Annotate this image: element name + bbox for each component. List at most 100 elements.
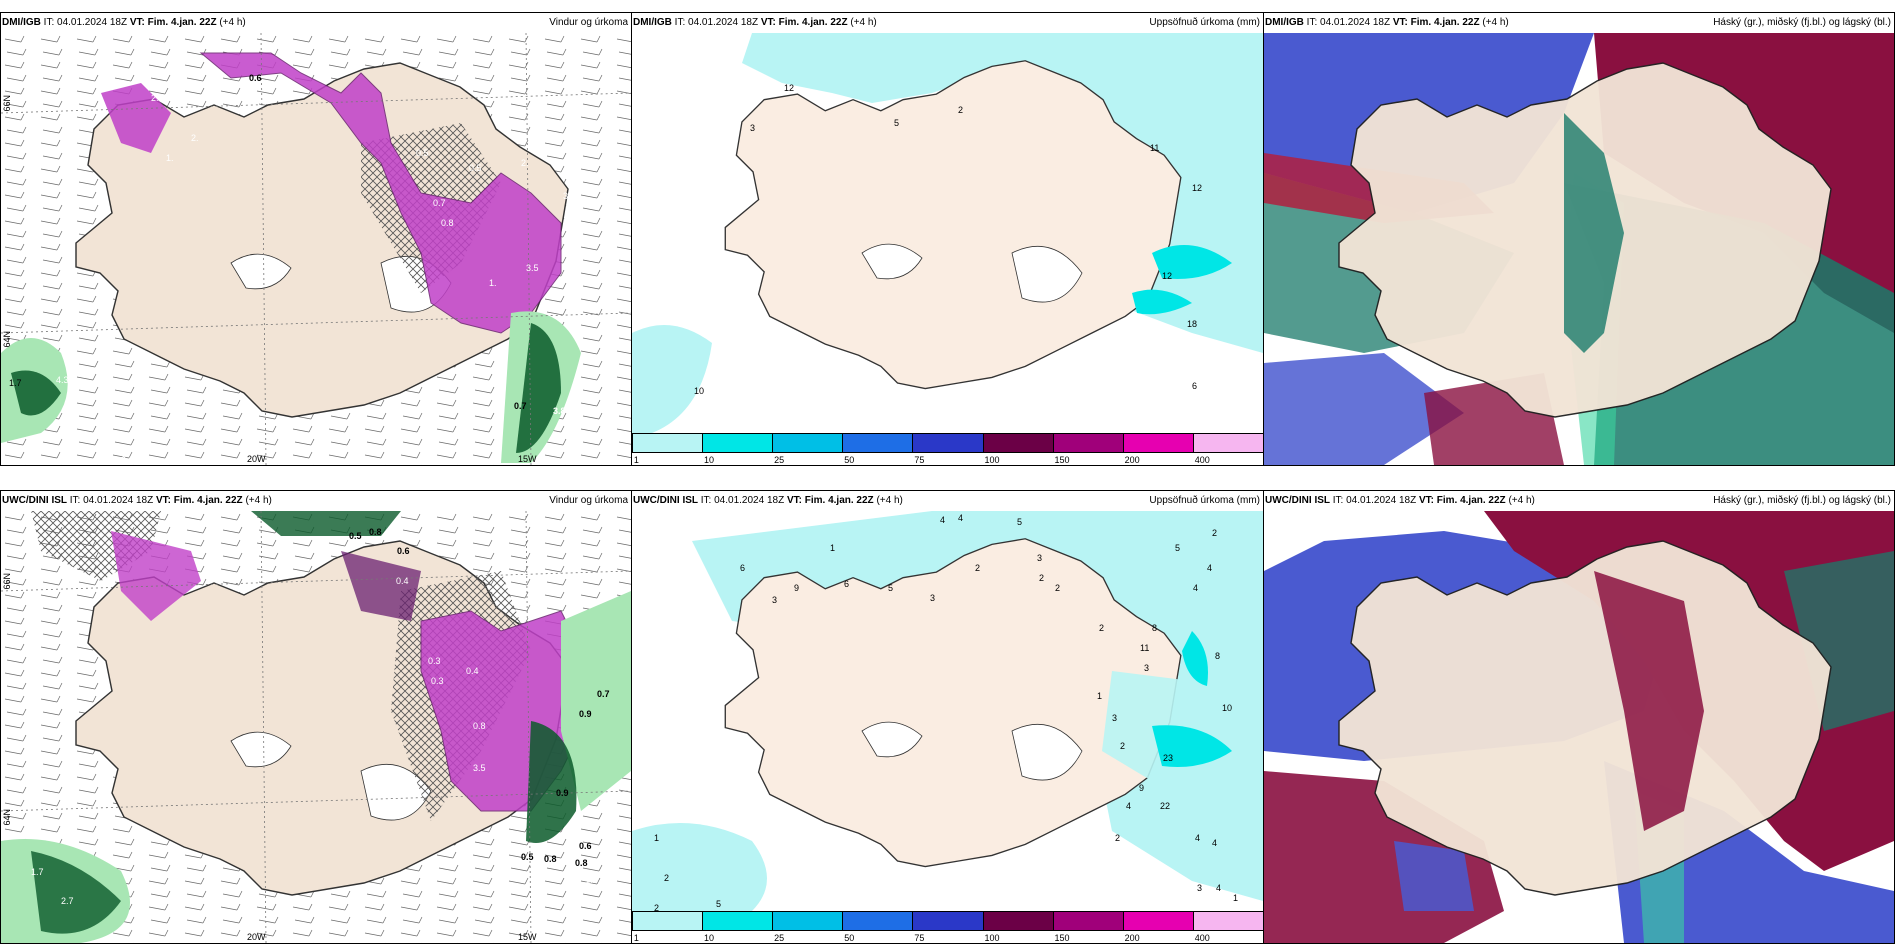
precip-label: 0.5 (349, 531, 362, 541)
colorscale-tick-label: 200 (1124, 455, 1140, 465)
init-time: IT: 04.01.2024 18Z (43, 17, 128, 28)
accum-label: 2 (1115, 833, 1121, 843)
accum-label: 5 (894, 118, 900, 128)
map-area[interactable] (632, 33, 1263, 433)
colorscale-tick-label: 400 (1194, 455, 1210, 465)
valid-time: VT: Fim. 4.jan. 22Z (155, 495, 243, 506)
accum-label: 11 (1140, 643, 1150, 653)
precip-label: 3.5 (473, 763, 486, 773)
precip-label: 0.3 (431, 676, 444, 686)
product-title: Háský (gr.), miðský (fj.bl.) og lágský (… (1713, 495, 1891, 506)
accum-label: 4 (958, 513, 964, 523)
colorscale-cell (632, 912, 703, 930)
colorscale-tick-label: 10 (704, 933, 715, 943)
panel-header: DMI/IGB IT: 04.01.2024 18Z VT: Fim. 4.ja… (632, 13, 1263, 33)
map-area[interactable] (1, 511, 631, 943)
panel-header: UWC/DINI ISL IT: 04.01.2024 18Z VT: Fim.… (1264, 491, 1894, 511)
source-label: DMI/IGB (2, 17, 41, 28)
colorscale-cell (982, 434, 1053, 452)
accum-label: 10 (694, 386, 705, 396)
init-time: IT: 04.01.2024 18Z (1332, 495, 1417, 506)
precip-label: 3. (563, 191, 571, 201)
colorscale-cell (912, 434, 983, 452)
source-label: UWC/DINI ISL (2, 495, 67, 506)
colorscale-tick-label: 100 (984, 933, 1000, 943)
lead-time: (+4 h) (1482, 17, 1509, 28)
map-area[interactable] (1264, 33, 1894, 465)
colorscale-cell (1122, 434, 1193, 452)
accum-label: 3 (1112, 713, 1118, 723)
precip-label: 3.5 (526, 263, 539, 273)
precip-label: 0.5 (416, 148, 429, 158)
valid-time: VT: Fim. 4.jan. 22Z (1392, 17, 1480, 28)
precip-label: 2.5 (151, 93, 164, 103)
lat-label-64n: 64N (2, 331, 12, 348)
colorscale-tick-label: 50 (844, 933, 855, 943)
precip-label: 3.8 (553, 406, 566, 416)
accum-label: 5 (888, 583, 894, 593)
precip-label: 0.3 (428, 656, 441, 666)
accum-label: 2 (958, 105, 964, 115)
accum-label: 1 (654, 833, 660, 843)
precip-label: 0.9 (556, 788, 569, 798)
precip-label: 0.6 (249, 73, 262, 83)
accum-label: 4 (1212, 838, 1218, 848)
map-area[interactable] (1, 33, 631, 465)
init-time: IT: 04.01.2024 18Z (674, 17, 759, 28)
precip-label: 1.7 (31, 867, 44, 877)
product-title: Vindur og úrkoma (549, 17, 628, 28)
accum-label: 3 (772, 595, 778, 605)
precip-label: 0.8 (544, 854, 557, 864)
colorscale-tick-label: 75 (914, 455, 925, 465)
lead-time: (+4 h) (876, 495, 903, 506)
accum-label: 1 (1097, 691, 1103, 701)
colorscale-tick-label: 25 (774, 933, 785, 943)
map-area[interactable] (632, 511, 1263, 911)
colorscale-cell (1052, 434, 1123, 452)
accum-label: 3 (930, 593, 936, 603)
valid-time: VT: Fim. 4.jan. 22Z (1418, 495, 1506, 506)
lead-time: (+4 h) (219, 17, 246, 28)
accum-label: 5 (716, 899, 722, 909)
colorscale-cell (982, 912, 1053, 930)
colorscale-cell (702, 912, 773, 930)
colorscale-cell (772, 912, 843, 930)
precip-label: 0.6 (579, 841, 592, 851)
precip-label: 1. (166, 153, 174, 163)
colorscale-tick-label: 75 (914, 933, 925, 943)
precip-label: 0.5 (521, 852, 534, 862)
panel-wind-precip-dmi: DMI/IGB IT: 04.01.2024 18Z VT: Fim. 4.ja… (0, 12, 632, 466)
source-label: DMI/IGB (633, 17, 672, 28)
panel-header: UWC/DINI ISL IT: 04.01.2024 18Z VT: Fim.… (632, 491, 1263, 511)
colorscale-tick-label: 25 (774, 455, 785, 465)
lat-label-66n: 66N (2, 95, 12, 112)
colorscale-tick-label: 100 (984, 455, 1000, 465)
colorscale-legend: 1 10 25 50 75 100 150 200 400 (632, 911, 1263, 943)
map-area[interactable] (1264, 511, 1894, 943)
accum-label: 3 (1037, 553, 1043, 563)
precip-label: 0.7 (514, 401, 527, 411)
precip-label: 0.7 (433, 198, 446, 208)
accum-label: 3 (1144, 663, 1150, 673)
accum-label: 2 (664, 873, 670, 883)
precip-label: 2.1 (121, 455, 134, 465)
colorscale-cell (842, 434, 913, 452)
precip-label: 2.7 (61, 896, 74, 906)
lon-label-20w: 20W (247, 454, 266, 464)
panel-clouds-uwc: UWC/DINI ISL IT: 04.01.2024 18Z VT: Fim.… (1263, 490, 1895, 944)
accum-label: 4 (1207, 563, 1213, 573)
init-time: IT: 04.01.2024 18Z (69, 495, 154, 506)
source-label: UWC/DINI ISL (1265, 495, 1330, 506)
accum-label: 18 (1187, 319, 1198, 329)
precip-label: 2. (521, 158, 529, 168)
lon-label-15w: 15W (518, 932, 537, 942)
precip-label: 0.8 (575, 858, 588, 868)
precip-label: 1.1 (585, 875, 598, 885)
panel-clouds-dmi: DMI/IGB IT: 04.01.2024 18Z VT: Fim. 4.ja… (1263, 12, 1895, 466)
accum-label: 2 (1055, 583, 1061, 593)
accum-label: 23 (1163, 753, 1174, 763)
accum-label: 2 (654, 903, 660, 913)
colorscale-tick-label: 200 (1124, 933, 1140, 943)
accum-label: 6 (844, 579, 850, 589)
valid-time: VT: Fim. 4.jan. 22Z (129, 17, 217, 28)
